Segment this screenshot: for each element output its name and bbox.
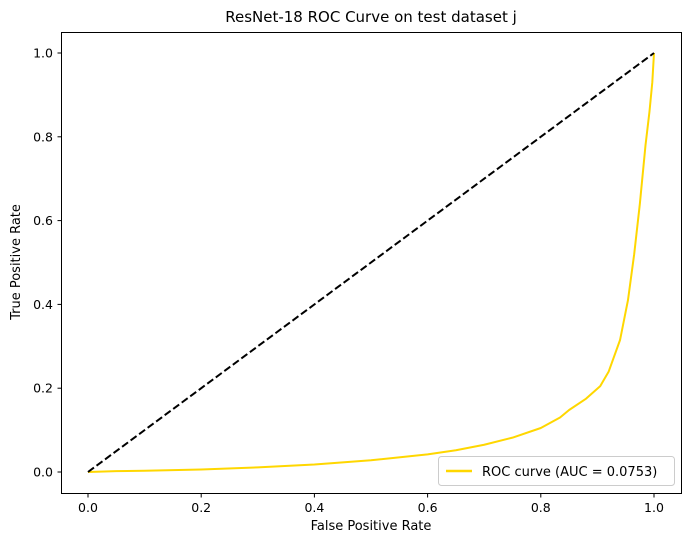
curves <box>87 52 655 473</box>
x-tick-label: 0.2 <box>191 500 211 515</box>
y-tick-label: 0.0 <box>33 465 53 480</box>
x-axis-label: False Positive Rate <box>311 519 432 534</box>
y-axis-label: True Positive Rate <box>9 204 24 321</box>
legend-label-roc: ROC curve (AUC = 0.0753) <box>482 465 657 480</box>
legend: ROC curve (AUC = 0.0753) <box>438 456 675 486</box>
legend-box <box>438 456 675 486</box>
x-tick-label: 0.8 <box>531 500 551 515</box>
plot-area <box>87 52 655 473</box>
x-tick-label: 1.0 <box>644 500 664 515</box>
chart-title: ResNet-18 ROC Curve on test dataset j <box>225 8 517 26</box>
x-axis-ticks: 0.0 0.2 0.4 0.6 0.8 1.0 <box>78 493 664 515</box>
y-tick-label: 0.6 <box>33 213 53 228</box>
axes-frame <box>61 32 682 494</box>
y-tick-label: 0.2 <box>33 381 53 396</box>
x-tick-label: 0.6 <box>418 500 438 515</box>
x-tick-label: 0.0 <box>78 500 98 515</box>
roc-curve-line <box>87 52 655 473</box>
y-tick-label: 1.0 <box>33 46 53 61</box>
chance-diagonal-line <box>87 52 655 473</box>
y-axis-ticks: 0.0 0.2 0.4 0.6 0.8 1.0 <box>33 46 62 480</box>
y-tick-label: 0.4 <box>33 297 53 312</box>
y-tick-label: 0.8 <box>33 129 53 144</box>
x-tick-label: 0.4 <box>304 500 324 515</box>
